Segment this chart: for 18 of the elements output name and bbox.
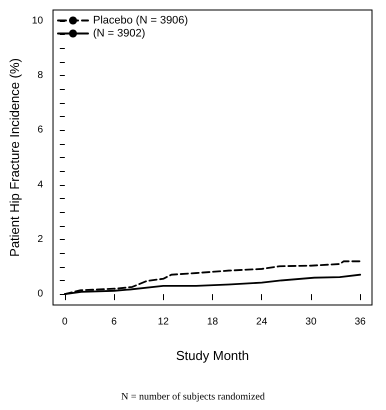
y-tick-label: 0 (37, 288, 44, 300)
text: N = number of subjects randomized (121, 392, 265, 402)
y-tick-label: 8 (37, 70, 44, 82)
y-tick-label: 10 (32, 15, 44, 26)
x-tick-label: 18 (206, 316, 219, 328)
x-tick-label: 12 (158, 316, 170, 328)
x-tick-label: 36 (354, 316, 366, 328)
x-tick-label: 24 (256, 316, 268, 328)
legend-label: Placebo (N = 3906) (93, 14, 188, 26)
y-axis-title: Patient Hip Fracture Incidence (%) (7, 58, 22, 257)
x-tick-label: 6 (111, 316, 118, 328)
legend-label: (N = 3902) (93, 28, 146, 40)
y-tick-label: 2 (37, 234, 44, 245)
x-tick-label: 30 (305, 316, 317, 328)
y-tick-label: 6 (37, 124, 44, 136)
x-axis-title: Study Month (176, 348, 250, 363)
y-tick-label: 4 (37, 179, 44, 190)
x-tick-label: 0 (62, 316, 68, 328)
